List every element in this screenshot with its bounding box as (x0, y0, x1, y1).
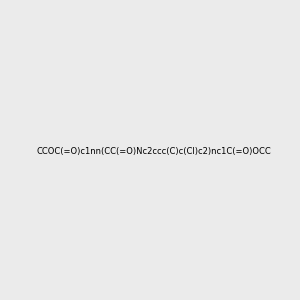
Text: CCOC(=O)c1nn(CC(=O)Nc2ccc(C)c(Cl)c2)nc1C(=O)OCC: CCOC(=O)c1nn(CC(=O)Nc2ccc(C)c(Cl)c2)nc1C… (36, 147, 271, 156)
